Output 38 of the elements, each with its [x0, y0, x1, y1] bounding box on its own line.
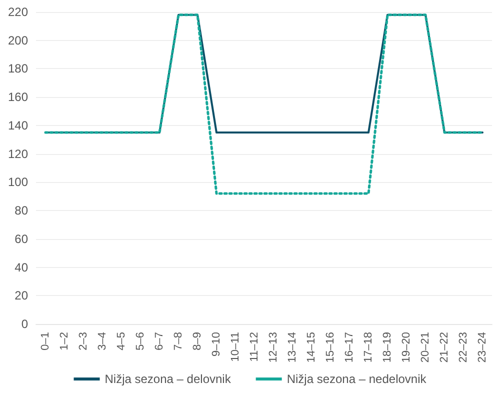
- x-tick-label: 2–3: [78, 332, 90, 350]
- x-tick-label: 7–8: [172, 332, 184, 350]
- x-tick-label: 20–21: [420, 332, 432, 363]
- x-tick-label: 12–13: [268, 332, 280, 363]
- x-tick-label: 6–7: [154, 332, 166, 350]
- x-tick-label: 19–20: [400, 332, 412, 363]
- legend-label: Nižja sezona – nedelovnik: [286, 372, 428, 386]
- y-tick-label: 40: [14, 260, 28, 274]
- y-tick-label: 180: [8, 62, 28, 76]
- y-tick-label: 160: [8, 90, 28, 104]
- x-tick-label: 21–22: [438, 332, 450, 363]
- x-tick-label: 22–23: [458, 332, 470, 363]
- x-tick-label: 17–18: [362, 332, 374, 363]
- x-tick-label: 0–1: [40, 332, 52, 350]
- y-tick-label: 100: [8, 175, 28, 190]
- y-tick-label: 220: [8, 5, 28, 19]
- x-tick-label: 23–24: [476, 332, 488, 363]
- y-tick-label: 200: [8, 33, 28, 48]
- x-tick-label: 4–5: [116, 332, 128, 350]
- x-tick-label: 10–11: [230, 332, 242, 362]
- x-tick-label: 16–17: [344, 332, 356, 363]
- y-tick-label: 80: [14, 204, 28, 218]
- y-tick-label: 140: [8, 118, 28, 132]
- x-tick-label: 14–15: [306, 332, 318, 363]
- y-tick-label: 0: [21, 317, 28, 331]
- x-tick-label: 1–2: [58, 332, 70, 350]
- x-tick-label: 8–9: [192, 332, 204, 350]
- x-tick-label: 3–4: [96, 332, 108, 350]
- x-tick-label: 5–6: [134, 332, 146, 350]
- x-tick-label: 9–10: [210, 332, 222, 356]
- x-tick-label: 18–19: [382, 332, 394, 363]
- y-tick-label: 60: [14, 232, 28, 246]
- x-tick-label: 15–16: [324, 332, 336, 363]
- y-tick-label: 120: [8, 146, 28, 161]
- legend-label: Nižja sezona – delovnik: [104, 372, 232, 386]
- y-tick-label: 20: [14, 288, 28, 303]
- x-tick-label: 13–14: [286, 332, 298, 363]
- x-tick-label: 11–12: [248, 332, 260, 362]
